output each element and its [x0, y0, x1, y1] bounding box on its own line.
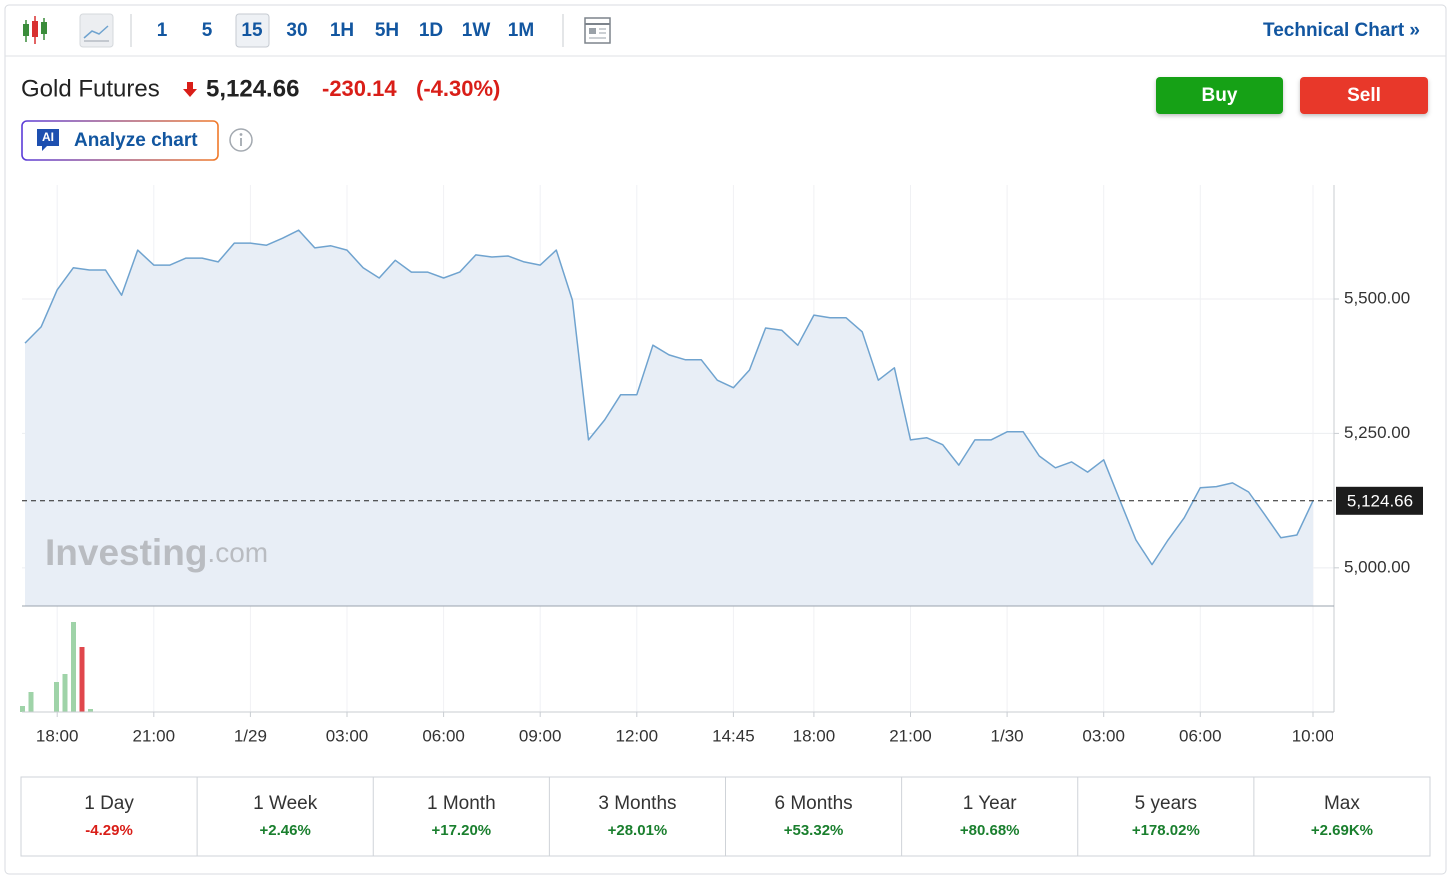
instrument-name: Gold Futures — [21, 75, 160, 102]
volume-bar — [62, 674, 68, 712]
x-tick-label: 10:00 — [1292, 726, 1335, 745]
interval-button[interactable]: 1M — [508, 20, 534, 41]
watermark-brand: Investing — [45, 532, 207, 573]
price-area — [25, 230, 1313, 606]
x-tick-label: 18:00 — [36, 726, 79, 745]
price-change: -230.14 — [322, 76, 397, 101]
interval-button[interactable]: 15 — [241, 20, 263, 41]
period-change[interactable]: -4.29% — [85, 822, 133, 839]
interval-button[interactable]: 1H — [330, 20, 354, 41]
line-chart-icon[interactable] — [79, 13, 114, 48]
x-tick-label: 18:00 — [793, 726, 836, 745]
axes: 5,000.00 5,250.00 5,500.00 5,124.66 — [22, 185, 1423, 717]
interval-button[interactable]: 1D — [419, 20, 443, 41]
period-change[interactable]: +178.02% — [1132, 822, 1200, 839]
x-tick-label: 06:00 — [422, 726, 465, 745]
period-table: 1 Day -4.29% 1 Week +2.46% 1 Month +17.20% 3 M… — [20, 776, 1431, 857]
buy-button[interactable] — [1156, 77, 1283, 114]
period-change[interactable]: +17.20% — [431, 822, 491, 839]
volume-bar — [79, 647, 85, 712]
period-change[interactable]: +80.68% — [960, 822, 1020, 839]
x-tick-label: 21:00 — [889, 726, 932, 745]
x-tick-label: 14:45 — [712, 726, 755, 745]
interval-active-box[interactable] — [235, 13, 270, 48]
x-tick-label: 03:00 — [326, 726, 369, 745]
analyze-label: Analyze chart — [74, 130, 198, 151]
y-tick-label: 5,500.00 — [1344, 288, 1410, 307]
technical-chart-link[interactable]: Technical Chart » — [1263, 20, 1420, 41]
last-price-box — [1336, 486, 1423, 515]
plot — [20, 229, 1334, 712]
interval-button[interactable]: 5 — [202, 20, 213, 41]
interval-button[interactable]: 1W — [462, 20, 491, 41]
volume-bar — [20, 706, 25, 712]
watermark: Investing.com — [45, 532, 268, 573]
watermark-suffix: .com — [207, 537, 268, 568]
volume-bar — [88, 709, 93, 712]
buy-label[interactable]: Buy — [1202, 85, 1238, 106]
x-tick-label: 1/29 — [234, 726, 267, 745]
x-tick-label: 03:00 — [1082, 726, 1125, 745]
period-label[interactable]: 1 Day — [84, 793, 134, 814]
table-icon[interactable] — [584, 17, 611, 44]
period-label[interactable]: 6 Months — [774, 793, 852, 814]
period-change[interactable]: +28.01% — [608, 822, 668, 839]
last-price-label: 5,124.66 — [1347, 491, 1413, 510]
x-tick-label: 09:00 — [519, 726, 562, 745]
period-label[interactable]: 3 Months — [598, 793, 676, 814]
sell-label[interactable]: Sell — [1347, 85, 1381, 106]
ai-badge: AI — [42, 130, 54, 144]
y-tick-label: 5,000.00 — [1344, 557, 1410, 576]
period-label[interactable]: 1 Year — [963, 793, 1018, 814]
period-change[interactable]: +53.32% — [784, 822, 844, 839]
interval-button[interactable]: 5H — [375, 20, 399, 41]
period-label[interactable]: 1 Week — [253, 793, 318, 814]
price-change-percent: (-4.30%) — [416, 76, 500, 101]
down-arrow — [183, 82, 197, 97]
x-tick-label: 1/30 — [991, 726, 1024, 745]
x-tick-label: 12:00 — [616, 726, 659, 745]
x-tick-labels: 18:00 21:00 1/29 03:00 06:00 09:00 12:00 14:45 1… — [36, 726, 1335, 745]
period-change[interactable]: +2.69K% — [1311, 822, 1373, 839]
x-tick-label: 06:00 — [1179, 726, 1222, 745]
volume-bar — [54, 682, 59, 712]
price-line — [24, 229, 1314, 566]
volume-bar — [71, 622, 76, 712]
period-change[interactable]: +2.46% — [260, 822, 311, 839]
sell-button[interactable] — [1300, 77, 1428, 114]
period-label[interactable]: Max — [1324, 793, 1360, 814]
period-label[interactable]: 1 Month — [427, 793, 496, 814]
info-icon[interactable] — [229, 128, 253, 152]
last-price: 5,124.66 — [206, 75, 299, 102]
interval-button[interactable]: 30 — [286, 20, 307, 41]
period-label[interactable]: 5 years — [1135, 793, 1197, 814]
y-tick-label: 5,250.00 — [1344, 423, 1410, 442]
analyze-chart-button[interactable]: AI Analyze chart — [21, 120, 219, 161]
interval-button[interactable]: 1 — [157, 20, 168, 41]
candlestick-icon[interactable] — [23, 16, 47, 44]
volume-bar — [28, 692, 34, 712]
x-tick-label: 21:00 — [133, 726, 176, 745]
